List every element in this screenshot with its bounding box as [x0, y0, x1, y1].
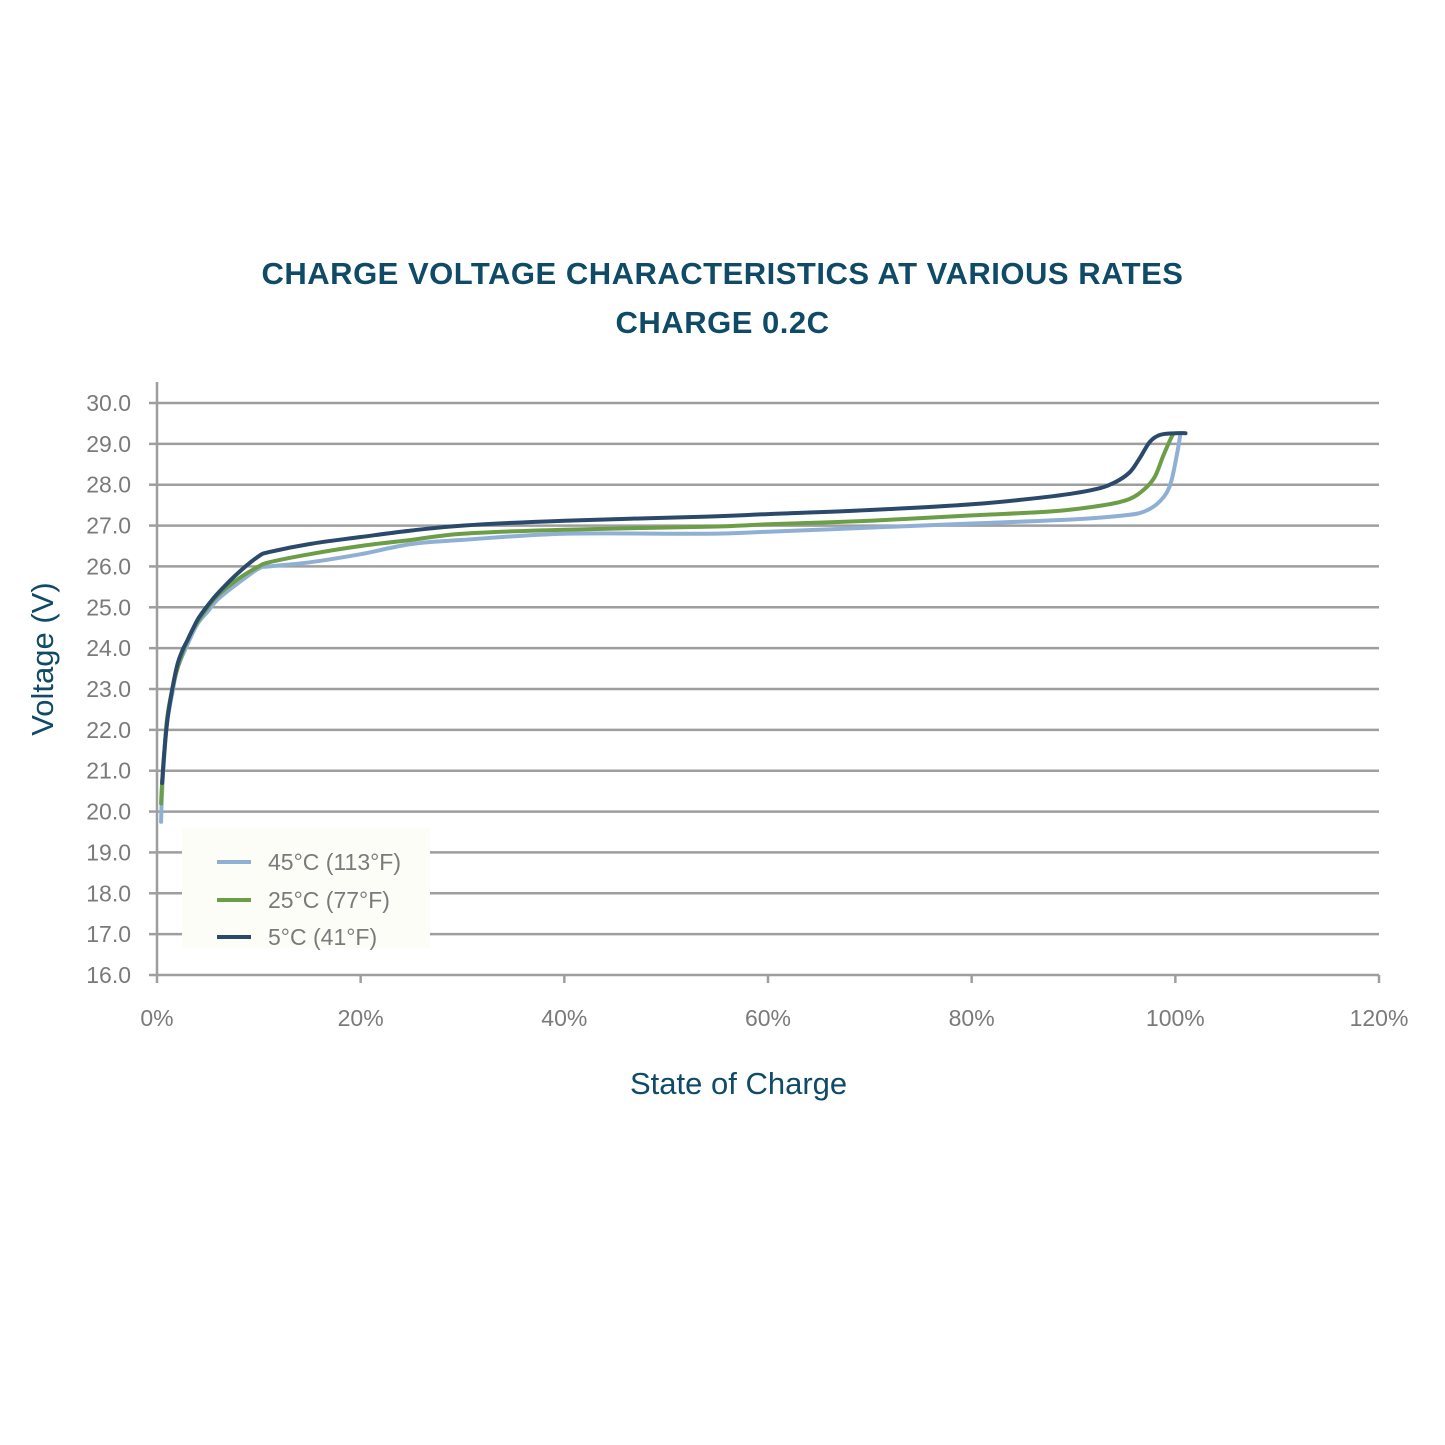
- legend-swatch-25c: [217, 898, 251, 902]
- y-tick-label-3: 19.0: [86, 839, 131, 865]
- y-tick-label-14: 30.0: [86, 390, 131, 416]
- legend-swatch-5c: [217, 935, 251, 939]
- y-tick-label-5: 21.0: [86, 758, 131, 784]
- chart-title-line-1: CHARGE VOLTAGE CHARACTERISTICS AT VARIOU…: [261, 256, 1184, 291]
- legend-label-45c: 45°C (113°F): [268, 848, 402, 875]
- y-tick-label-0: 16.0: [86, 962, 131, 988]
- series-lines: [159, 431, 1188, 824]
- x-tick-label-1: 20%: [338, 1005, 384, 1031]
- y-tick-label-10: 26.0: [86, 553, 131, 579]
- y-tick-label-12: 28.0: [86, 472, 131, 498]
- x-tick-label-0: 0%: [140, 1005, 173, 1031]
- x-tick-label-4: 80%: [949, 1005, 995, 1031]
- x-tick-label-5: 100%: [1146, 1005, 1205, 1031]
- x-tick-label-2: 40%: [541, 1005, 587, 1031]
- y-tick-label-8: 24.0: [86, 635, 131, 661]
- legend-label-5c: 5°C (41°F): [268, 923, 378, 950]
- axes: [149, 382, 1381, 983]
- series-line-45c: [159, 431, 1183, 824]
- x-tick-label-3: 60%: [745, 1005, 791, 1031]
- y-tick-label-9: 25.0: [86, 594, 131, 620]
- chart-title-line-2: CHARGE 0.2C: [615, 305, 830, 340]
- legend-item-25c: 25°C (77°F): [217, 885, 390, 915]
- legend: 45°C (113°F) 25°C (77°F) 5°C (41°F): [182, 828, 430, 950]
- legend-item-5c: 5°C (41°F): [217, 922, 377, 952]
- y-axis-title: Voltage (V): [25, 582, 60, 736]
- legend-label-25c: 25°C (77°F): [268, 886, 390, 913]
- y-tick-label-1: 17.0: [86, 921, 131, 947]
- series-line-25c: [159, 431, 1176, 806]
- series-line-5c: [160, 431, 1188, 785]
- y-tick-label-13: 29.0: [86, 431, 131, 457]
- legend-swatch-45c: [217, 860, 251, 864]
- y-tick-label-2: 18.0: [86, 880, 131, 906]
- legend-item-45c: 45°C (113°F): [217, 847, 401, 877]
- y-tick-label-7: 23.0: [86, 676, 131, 702]
- y-tick-label-11: 27.0: [86, 513, 131, 539]
- x-axis-title: State of Charge: [630, 1066, 848, 1101]
- y-tick-label-4: 20.0: [86, 799, 131, 825]
- tick-labels: 16.0 17.0 18.0 19.0 20.0 21.0 22.0 23.0 24.0 25.0…: [86, 390, 1408, 1031]
- x-tick-label-6: 120%: [1350, 1005, 1409, 1031]
- y-tick-label-6: 22.0: [86, 717, 131, 743]
